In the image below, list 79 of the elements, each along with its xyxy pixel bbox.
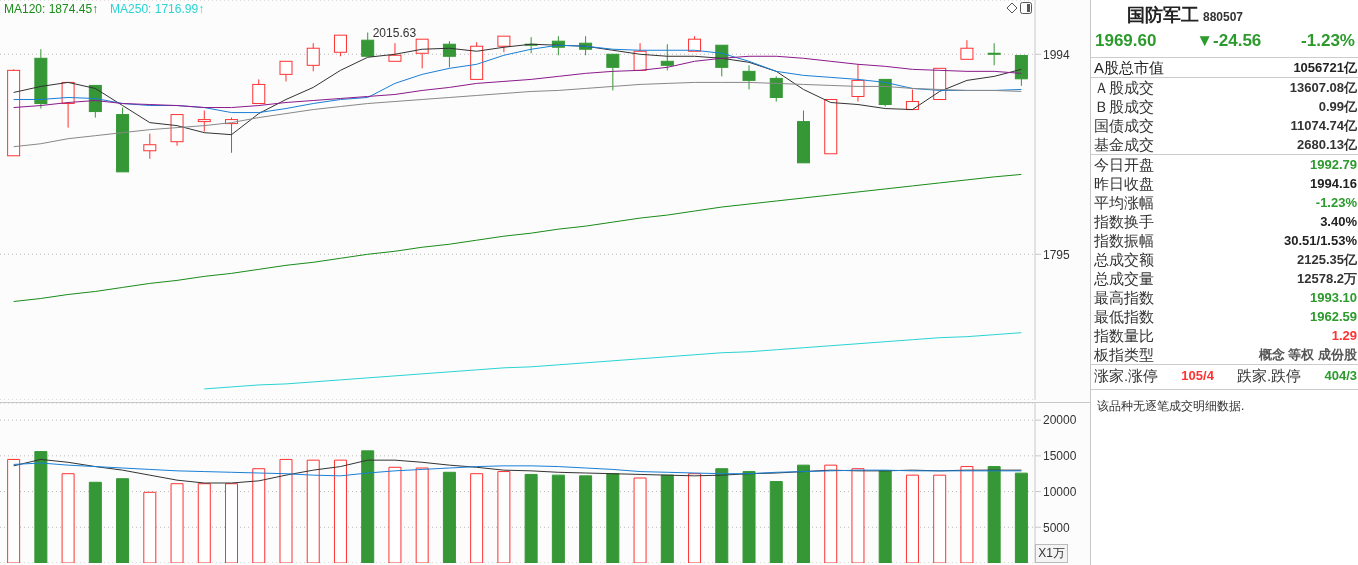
bar	[660, 474, 674, 563]
bar	[361, 450, 375, 563]
candlestick	[143, 133, 157, 160]
text: 1994.16	[1310, 175, 1357, 193]
text: 平均涨幅	[1094, 193, 1154, 212]
bar	[116, 478, 130, 563]
y-axis-title: X1万	[1035, 544, 1068, 563]
text: 3.40%	[1320, 213, 1357, 231]
text: -1.23%	[1315, 194, 1357, 212]
text: 2125.35亿	[1297, 251, 1357, 269]
bar	[442, 471, 456, 563]
bar	[715, 468, 729, 563]
line-series	[13, 462, 1022, 477]
line-series	[203, 332, 1022, 390]
candlestick	[34, 48, 48, 110]
text: 1056721亿	[1293, 59, 1357, 77]
y-tick-label: 20000	[1043, 413, 1077, 428]
y-tick-label: 10000	[1043, 484, 1077, 499]
bar	[34, 451, 48, 563]
line-series	[13, 173, 1022, 303]
text: 涨家.涨停	[1094, 366, 1159, 386]
candlestick	[851, 63, 865, 103]
text: 国债成交	[1094, 116, 1154, 135]
candlestick	[742, 64, 756, 90]
bar	[524, 473, 538, 563]
bar	[606, 473, 620, 563]
text: 今日开盘	[1094, 155, 1154, 174]
text: 1992.79	[1310, 156, 1357, 174]
text: 总成交额	[1094, 250, 1154, 269]
text: Ａ股成交	[1094, 78, 1154, 97]
text: 13607.08亿	[1289, 79, 1357, 97]
text: 基金成交	[1094, 135, 1154, 154]
text: 指数换手	[1094, 212, 1154, 231]
text: 1969.60	[1095, 31, 1157, 51]
text: 2680.13亿	[1297, 136, 1357, 154]
annotation: 2015.63	[372, 25, 417, 40]
bar	[579, 475, 593, 563]
bar	[742, 471, 756, 563]
bar	[88, 481, 102, 563]
text: 概念 等权 成份股	[1258, 346, 1357, 364]
text: 30.51/1.53%	[1283, 232, 1357, 250]
text: 指数振幅	[1094, 231, 1154, 250]
bar	[551, 474, 565, 563]
bar	[769, 481, 783, 563]
text: 105/4	[1181, 367, 1214, 385]
text: MA120: 1874.45↑	[4, 2, 99, 16]
candlestick	[442, 40, 456, 68]
text: ▼-24.56	[1196, 31, 1262, 51]
y-tick-label: 15000	[1043, 449, 1077, 464]
bar	[987, 466, 1001, 563]
text: 1962.59	[1310, 308, 1357, 326]
text: 最高指数	[1094, 288, 1154, 307]
y-tick-label: 5000	[1043, 520, 1071, 535]
text: 0.99亿	[1318, 98, 1357, 116]
text: 国防军工	[1127, 5, 1199, 25]
text: 最低指数	[1094, 307, 1154, 326]
text: A股总市值	[1094, 58, 1165, 77]
text: 404/3	[1324, 367, 1357, 385]
bar	[796, 464, 810, 563]
text: 跌家.跌停	[1237, 366, 1302, 386]
text: 1993.10	[1310, 289, 1357, 307]
y-tick-label: 1994	[1043, 47, 1071, 62]
text: Ｂ股成交	[1094, 97, 1154, 116]
text: 昨日收盘	[1094, 174, 1154, 193]
text: -1.23%	[1301, 31, 1355, 51]
candlestick	[987, 42, 1001, 66]
text: 880507	[1203, 10, 1244, 24]
text: 该品种无逐笔成交明细数据.	[1096, 398, 1246, 415]
candlestick	[769, 75, 783, 103]
text: 12578.2万	[1297, 270, 1357, 288]
text: 指数量比	[1094, 326, 1154, 345]
bar	[878, 470, 892, 563]
text: 11074.74亿	[1290, 117, 1357, 135]
text: 1.29	[1331, 327, 1357, 345]
y-tick-label: 1795	[1043, 247, 1071, 262]
text: 总成交量	[1094, 269, 1154, 288]
text: MA250: 1716.99↑	[110, 2, 205, 16]
text: 板指类型	[1094, 345, 1154, 364]
bar	[1014, 472, 1028, 563]
